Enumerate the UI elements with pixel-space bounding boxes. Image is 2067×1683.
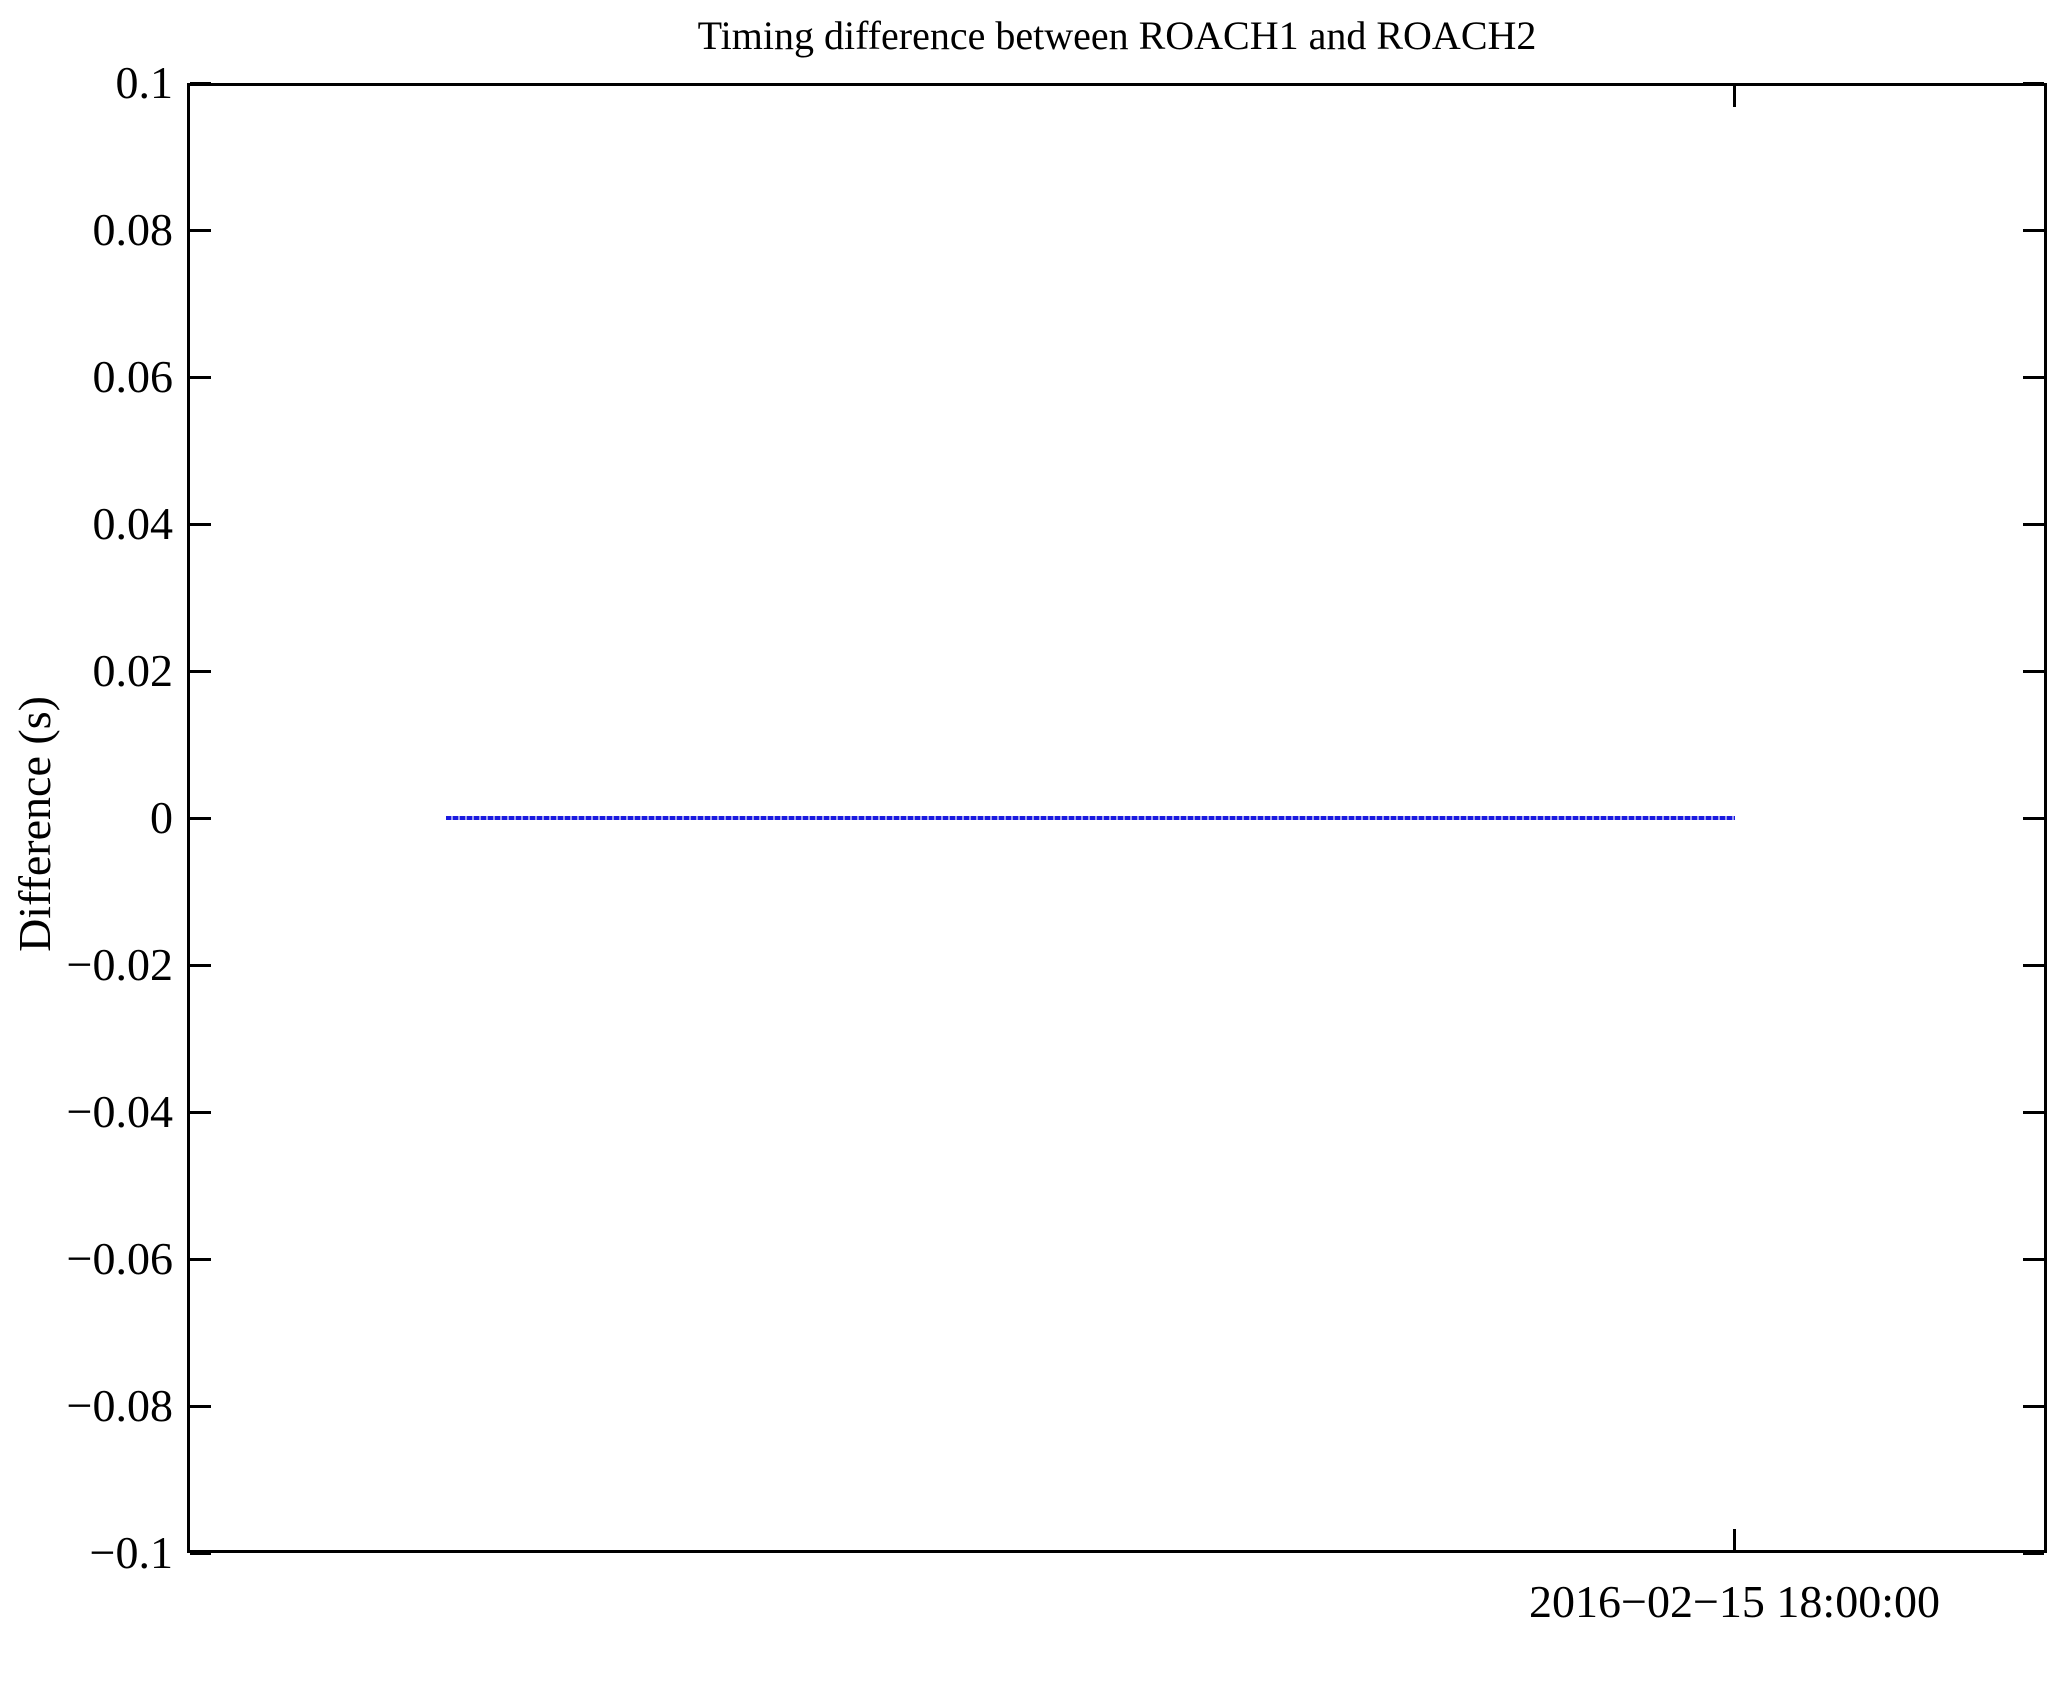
y-tick-label: 0 <box>150 792 173 843</box>
x-tick-label: 2016−02−15 18:00:00 <box>1529 1576 1940 1627</box>
y-tick-label: −0.1 <box>89 1527 173 1578</box>
y-tick-label: 0.04 <box>92 498 174 549</box>
y-tick-left <box>190 1257 211 1261</box>
y-tick-right <box>2023 963 2044 967</box>
chart-title: Timing difference between ROACH1 and ROA… <box>697 13 1537 58</box>
y-tick-label: 0.06 <box>92 351 174 402</box>
y-tick-right <box>2023 228 2044 232</box>
x-tick-top <box>1733 86 1737 107</box>
y-tick-label: −0.02 <box>66 939 173 990</box>
y-tick-left <box>190 963 211 967</box>
y-tick-right <box>2023 669 2044 673</box>
y-tick-right <box>2023 1404 2044 1408</box>
y-tick-right <box>2023 81 2044 85</box>
y-tick-label: −0.06 <box>66 1233 173 1284</box>
y-tick-label: −0.08 <box>66 1380 173 1431</box>
y-tick-right <box>2023 816 2044 820</box>
y-tick-label: −0.04 <box>66 1086 173 1137</box>
y-tick-right <box>2023 375 2044 379</box>
y-tick-left <box>190 522 211 526</box>
y-tick-right <box>2023 1257 2044 1261</box>
y-tick-left <box>190 81 211 85</box>
y-tick-left <box>190 375 211 379</box>
y-tick-left <box>190 1110 211 1114</box>
y-tick-left <box>190 1404 211 1408</box>
series-line-timing-difference <box>445 816 1735 820</box>
y-tick-label: 0.1 <box>115 57 174 108</box>
x-tick-bottom <box>1733 1529 1737 1550</box>
y-tick-left <box>190 228 211 232</box>
y-tick-right <box>2023 1551 2044 1555</box>
y-tick-left <box>190 1551 211 1555</box>
y-tick-right <box>2023 522 2044 526</box>
y-tick-label: 0.08 <box>92 204 174 255</box>
y-tick-right <box>2023 1110 2044 1114</box>
y-tick-label: 0.02 <box>92 645 174 696</box>
y-tick-left <box>190 669 211 673</box>
y-tick-left <box>190 816 211 820</box>
